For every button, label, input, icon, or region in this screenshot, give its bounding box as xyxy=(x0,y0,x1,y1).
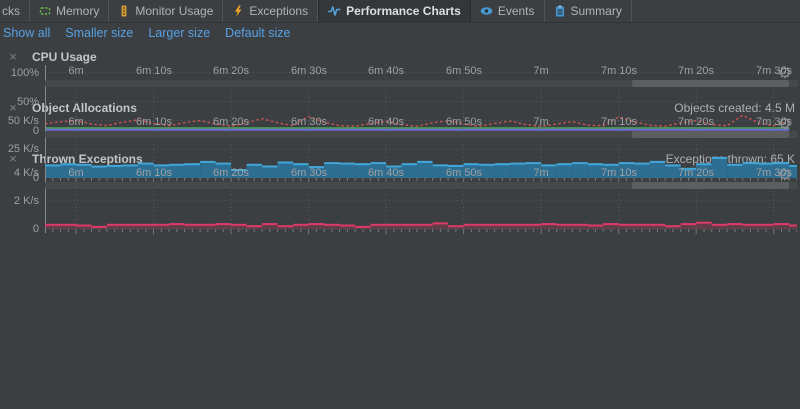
lightning-bolt-icon xyxy=(232,5,244,17)
object-allocations-panel: × Object Allocations Objects created: 4.… xyxy=(0,100,800,184)
tab-summary[interactable]: Summary xyxy=(545,0,632,22)
x-tick-label: 7m 10s xyxy=(600,116,638,128)
scrollbar-thumb[interactable] xyxy=(631,182,789,189)
x-tick-label: 6m 50s xyxy=(445,65,483,77)
tab-label: Performance Charts xyxy=(346,4,461,18)
tab-label: Events xyxy=(497,4,535,18)
tab-exceptions[interactable]: Exceptions xyxy=(223,0,319,22)
smaller-size-link[interactable]: Smaller size xyxy=(65,26,134,40)
x-tick-label: 6m 10s xyxy=(135,167,173,179)
alloc-chart-scrollbar[interactable] xyxy=(45,131,798,138)
close-icon[interactable]: × xyxy=(9,49,17,64)
exc-x-axis-labels: 6m 6m 10s 6m 20s 6m 30s 6m 40s 6m 50s 7m 7m 10s… xyxy=(45,167,797,180)
y-tick-label: 50% xyxy=(16,96,39,108)
tab-memory[interactable]: Memory xyxy=(30,0,110,22)
object-allocations-plot[interactable] xyxy=(45,116,797,184)
x-tick-label: 6m 50s xyxy=(445,167,483,179)
x-tick-label: 7m 20s xyxy=(677,65,715,77)
exc-chart-scrollbar[interactable] xyxy=(45,182,798,189)
x-tick-label: 6m 40s xyxy=(367,116,405,128)
x-tick-label: 7m 30s xyxy=(755,167,793,179)
scrollbar-thumb[interactable] xyxy=(631,131,789,138)
cpu-x-axis-labels: 6m 6m 10s 6m 20s 6m 30s 6m 40s 6m 50s 7m 7m 10s… xyxy=(45,65,797,78)
x-tick-label: 6m xyxy=(68,167,84,179)
chart-settings-gear-icon[interactable]: ⚙ xyxy=(777,65,792,82)
close-icon[interactable]: × xyxy=(9,100,17,115)
x-tick-label: 7m 10s xyxy=(600,65,638,77)
cpu-usage-panel: × CPU Usage 0 50% 100% ⚙ 6m 6m 10s 6m 20s 6m … xyxy=(0,49,800,137)
x-tick-label: 6m xyxy=(68,65,84,77)
thrown-exceptions-plot[interactable] xyxy=(45,167,797,235)
show-all-link[interactable]: Show all xyxy=(3,26,51,40)
y-tick-label: 25 K/s xyxy=(7,143,39,155)
chart-settings-gear-icon[interactable]: ⚙ xyxy=(777,167,792,184)
objects-created-label: Objects created: 4.5 M xyxy=(674,101,795,115)
tab-label: Memory xyxy=(56,4,100,18)
x-tick-label: 7m 10s xyxy=(600,167,638,179)
memory-chip-icon xyxy=(39,5,51,17)
clipboard-icon xyxy=(554,5,566,17)
x-tick-label: 6m 30s xyxy=(290,65,328,77)
traffic-light-icon xyxy=(118,5,130,17)
x-tick-label: 7m 20s xyxy=(677,167,715,179)
chart-size-toolbar: Show all Smaller size Larger size Defaul… xyxy=(0,23,800,43)
cpu-usage-plot[interactable] xyxy=(45,65,797,137)
x-tick-label: 6m 10s xyxy=(135,116,173,128)
panel-title: Object Allocations xyxy=(32,101,137,115)
eye-icon xyxy=(480,5,493,17)
close-icon[interactable]: × xyxy=(9,151,17,166)
x-tick-label: 7m 30s xyxy=(755,65,793,77)
x-tick-label: 7m xyxy=(533,167,549,179)
tab-label: Summary xyxy=(570,4,622,18)
pulse-chart-icon xyxy=(328,5,341,17)
alloc-x-axis-labels: 6m 6m 10s 6m 20s 6m 30s 6m 40s 6m 50s 7m 7m 10s… xyxy=(45,116,797,129)
x-tick-label: 7m xyxy=(533,65,549,77)
tab-label: cks xyxy=(2,4,20,18)
view-tab-bar: cks Memory Monitor Usage Exceptions Perf… xyxy=(0,0,800,23)
x-tick-label: 6m 20s xyxy=(212,116,250,128)
panel-title: CPU Usage xyxy=(32,50,97,64)
y-tick-label: 50 K/s xyxy=(7,115,39,127)
tab-events[interactable]: Events xyxy=(471,0,545,22)
x-tick-label: 7m 20s xyxy=(677,116,715,128)
x-tick-label: 6m 40s xyxy=(367,65,405,77)
exc-y-axis-labels: 0 2 K/s 4 K/s xyxy=(0,167,43,235)
larger-size-link[interactable]: Larger size xyxy=(148,26,211,40)
chart-settings-gear-icon[interactable]: ⚙ xyxy=(777,116,792,133)
x-tick-label: 6m 30s xyxy=(290,167,328,179)
default-size-link[interactable]: Default size xyxy=(225,26,291,40)
tab-monitor-usage[interactable]: Monitor Usage xyxy=(109,0,224,22)
tab-label: Monitor Usage xyxy=(135,4,214,18)
tab-truncated-cks[interactable]: cks xyxy=(0,0,30,22)
y-tick-label: 4 K/s xyxy=(13,167,39,179)
tab-performance-charts[interactable]: Performance Charts xyxy=(318,0,471,22)
x-tick-label: 6m 30s xyxy=(290,116,328,128)
y-tick-label: 2 K/s xyxy=(13,195,39,207)
y-tick-label: 0 xyxy=(32,223,39,235)
x-tick-label: 6m 20s xyxy=(212,167,250,179)
x-tick-label: 7m 30s xyxy=(755,116,793,128)
scrollbar-thumb[interactable] xyxy=(631,80,789,87)
y-tick-label: 0 xyxy=(32,172,39,184)
x-tick-label: 6m 40s xyxy=(367,167,405,179)
thrown-exceptions-panel: × Thrown Exceptions Exceptions thrown: 6… xyxy=(0,151,800,235)
y-tick-label: 100% xyxy=(10,67,39,79)
x-tick-label: 6m xyxy=(68,116,84,128)
alloc-y-axis-labels: 0 25 K/s 50 K/s xyxy=(0,115,43,184)
cpu-usage-header: × CPU Usage xyxy=(0,49,800,65)
x-tick-label: 7m xyxy=(533,116,549,128)
object-allocations-header: × Object Allocations Objects created: 4.… xyxy=(0,100,800,116)
y-tick-label: 0 xyxy=(32,125,39,137)
x-tick-label: 6m 50s xyxy=(445,116,483,128)
exceptions-thrown-label: Exceptions thrown: 65 K xyxy=(665,152,795,166)
x-tick-label: 6m 20s xyxy=(212,65,250,77)
panel-title: Thrown Exceptions xyxy=(32,152,143,166)
x-tick-label: 6m 10s xyxy=(135,65,173,77)
cpu-chart-scrollbar[interactable] xyxy=(45,80,798,87)
cpu-y-axis-labels: 0 50% 100% xyxy=(0,65,43,137)
tab-label: Exceptions xyxy=(249,4,309,18)
thrown-exceptions-header: × Thrown Exceptions Exceptions thrown: 6… xyxy=(0,151,800,167)
